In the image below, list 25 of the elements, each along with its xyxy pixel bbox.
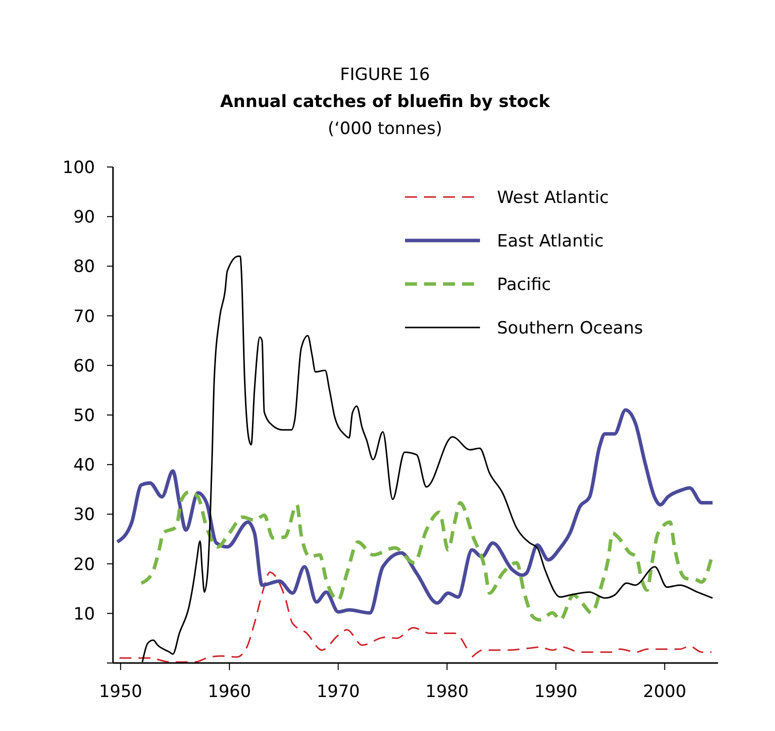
legend-label: West Atlantic xyxy=(497,188,609,208)
legend-label: Pacific xyxy=(497,274,552,295)
x-tick-label: 2000 xyxy=(643,682,686,702)
y-tick-label: 100 xyxy=(62,158,95,178)
line-series xyxy=(140,490,714,622)
y-tick-label: 10 xyxy=(73,604,95,624)
y-tick-label: 40 xyxy=(73,456,95,476)
y-tick-label: 30 xyxy=(73,505,95,526)
y-tick-label: 80 xyxy=(73,257,95,278)
line-series xyxy=(116,408,714,615)
y-tick-label: 90 xyxy=(73,208,95,228)
caption: FIGURE 16 xyxy=(340,65,430,85)
x-tick-label: 1970 xyxy=(316,682,360,702)
chart-title: Annual catches of bluefin by stock xyxy=(220,92,551,112)
x-tick-label: 1950 xyxy=(98,682,142,702)
x-tick-label: 1980 xyxy=(425,682,469,702)
legend-label: Southern Oceans xyxy=(497,318,644,338)
y-tick-label: 50 xyxy=(73,406,95,426)
x-tick-label: 1960 xyxy=(208,682,252,702)
y-tick-label: 60 xyxy=(73,356,95,376)
chart-subtitle: (‘000 tonnes) xyxy=(328,119,442,139)
y-tick-label: 20 xyxy=(73,554,95,575)
legend-label: East Atlantic xyxy=(497,231,604,252)
y-tick-label: 70 xyxy=(73,306,95,327)
x-tick-label: 1990 xyxy=(534,682,578,702)
